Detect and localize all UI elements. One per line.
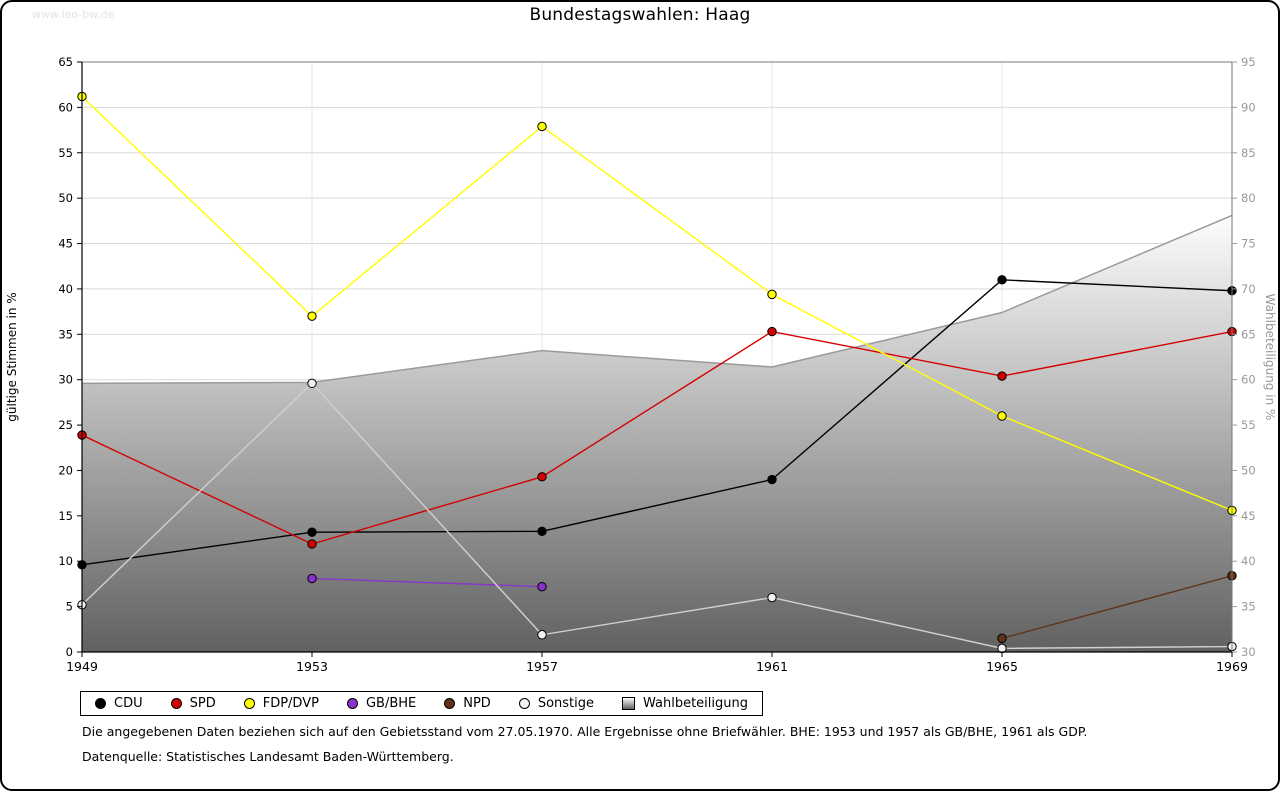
left-tick-label: 35 <box>58 327 73 341</box>
legend-label: CDU <box>114 696 143 711</box>
legend-label: Wahlbeteiligung <box>643 696 749 711</box>
series-cdu <box>77 275 1237 570</box>
series-spd <box>77 326 1237 549</box>
legend-item-fdp-dvp: FDP/DVP <box>243 696 319 711</box>
left-tick-label: 10 <box>58 554 73 568</box>
data-point-fdp-dvp <box>537 121 547 132</box>
left-tick-label: 50 <box>58 191 73 205</box>
right-tick-label: 95 <box>1241 55 1256 69</box>
left-tick-label: 40 <box>58 282 73 296</box>
footnotes: Die angegebenen Daten beziehen sich auf … <box>82 724 1087 774</box>
right-tick-label: 40 <box>1241 554 1256 568</box>
right-tick-label: 75 <box>1241 237 1256 251</box>
legend-item-sonstige: Sonstige <box>518 696 594 711</box>
data-point-spd <box>537 472 547 482</box>
legend-square-icon <box>622 697 635 710</box>
legend-label: SPD <box>189 696 216 711</box>
legend-item-cdu: CDU <box>95 696 143 711</box>
watermark: www.leo-bw.de <box>32 8 115 21</box>
legend-label: GB/BHE <box>365 696 417 711</box>
x-tick-label: 1965 <box>986 659 1018 674</box>
legend-dot-icon <box>346 698 358 709</box>
right-tick-label: 80 <box>1241 191 1256 205</box>
legend-item-npd: NPD <box>444 696 491 711</box>
x-tick-label: 1953 <box>296 659 328 674</box>
legend-dot-icon <box>243 698 255 709</box>
right-tick-label: 70 <box>1241 282 1256 296</box>
data-point-fdp-dvp <box>767 289 777 300</box>
data-point-sonstige <box>767 592 777 603</box>
series-gb-bhe <box>307 573 547 592</box>
left-tick-label: 20 <box>58 463 73 477</box>
left-tick-label: 30 <box>58 373 73 387</box>
legend-label: FDP/DVP <box>262 696 319 711</box>
right-tick-label: 35 <box>1241 600 1256 614</box>
legend-label: Sonstige <box>537 696 594 711</box>
data-point-cdu <box>997 275 1007 285</box>
legend-dot-icon <box>95 698 106 709</box>
data-point-cdu <box>537 526 547 536</box>
data-point-cdu <box>767 474 777 485</box>
data-point-gb-bhe <box>537 581 547 592</box>
chart-title: Bundestagswahlen: Haag <box>529 5 751 25</box>
right-tick-label: 50 <box>1241 463 1256 477</box>
data-point-fdp-dvp <box>307 311 317 321</box>
legend-dot-icon <box>444 698 456 709</box>
right-tick-label: 85 <box>1241 146 1256 160</box>
right-tick-label: 30 <box>1241 645 1256 659</box>
data-point-sonstige <box>537 630 547 640</box>
data-point-spd <box>997 371 1007 381</box>
legend-dot-icon <box>170 698 182 709</box>
x-tick-label: 1961 <box>756 659 788 674</box>
data-point-gb-bhe <box>307 573 317 584</box>
right-tick-label: 90 <box>1241 100 1256 114</box>
data-point-cdu <box>307 527 317 537</box>
data-point-sonstige <box>307 378 317 389</box>
legend-dot-icon <box>518 698 530 709</box>
wahlbeteiligung-area <box>82 215 1232 652</box>
left-tick-label: 60 <box>58 100 73 114</box>
left-tick-label: 5 <box>66 600 73 614</box>
data-point-spd <box>307 539 317 549</box>
left-tick-label: 45 <box>58 237 73 251</box>
legend-item-gb-bhe: GB/BHE <box>346 696 417 711</box>
left-tick-label: 0 <box>66 645 73 659</box>
x-tick-label: 1969 <box>1216 659 1248 674</box>
left-axis-label: gültige Stimmen in % <box>5 292 19 421</box>
right-tick-label: 60 <box>1241 373 1256 387</box>
data-point-sonstige <box>997 643 1007 654</box>
legend-label: NPD <box>463 696 491 711</box>
election-line-chart: 0 5 10 15 20 25 30 35 40 45 50 55 60 65 30 35 40 45 50 55 60… <box>5 55 1277 674</box>
chart-legend: CDU SPD FDP/DVP GB/BHE NPD Sonstige Wahlbeteil… <box>80 691 764 716</box>
x-tick-label: 1949 <box>66 659 98 674</box>
data-point-spd <box>767 326 777 337</box>
right-tick-label: 65 <box>1241 327 1256 341</box>
left-tick-label: 65 <box>58 55 73 69</box>
series-fdp-dvp <box>77 91 1237 516</box>
left-tick-label: 15 <box>58 509 73 523</box>
wahlbeteiligung-line <box>81 214 1233 385</box>
footnote-gebietsstand: Die angegebenen Daten beziehen sich auf … <box>82 724 1088 739</box>
footnote-datenquelle: Datenquelle: Statistisches Landesamt Bad… <box>82 749 454 764</box>
data-point-fdp-dvp <box>997 411 1007 421</box>
right-axis-label: Wahlbeteiligung in % <box>1263 294 1277 421</box>
left-tick-label: 25 <box>58 418 73 432</box>
left-tick-label: 55 <box>58 146 73 160</box>
right-tick-label: 55 <box>1241 418 1256 432</box>
data-point-npd <box>997 633 1007 644</box>
right-tick-label: 45 <box>1241 509 1256 523</box>
legend-item-wahlbeteiligung: Wahlbeteiligung <box>622 696 748 711</box>
legend-item-spd: SPD <box>170 696 216 711</box>
x-tick-label: 1957 <box>526 659 558 674</box>
